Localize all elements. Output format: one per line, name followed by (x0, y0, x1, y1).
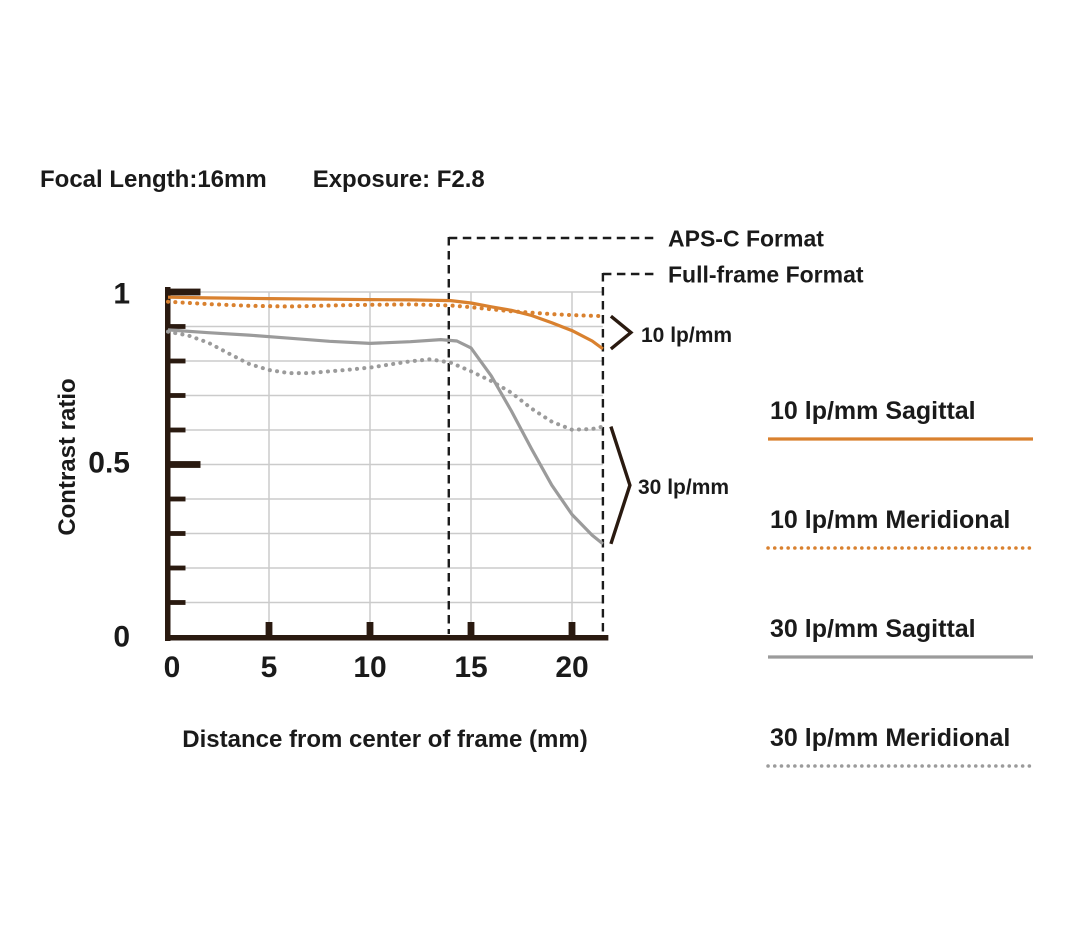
full-frame-format-label: Full-frame Format (668, 261, 864, 288)
exposure-label: Exposure: F2.8 (312, 166, 485, 193)
chart-header: Focal Length:16mm Exposure: F2.8 (40, 166, 485, 194)
x-tick-label-5: 5 (260, 651, 278, 684)
brace-label-10lpmm: 10 lp/mm (641, 324, 733, 347)
x-tick-label-0: 0 (163, 651, 181, 684)
x-axis-title: Distance from center of frame (mm) (182, 726, 588, 753)
legend-label-30-sagittal: 30 lp/mm Sagittal (770, 615, 976, 643)
x-tick-label-20: 20 (555, 651, 589, 684)
y-tick-label-1: 1 (113, 277, 130, 311)
legend-label-30-meridional: 30 lp/mm Meridional (770, 724, 1011, 752)
y-axis-title: Contrast ratio (54, 378, 81, 536)
brace-label-30lpmm: 30 lp/mm (638, 476, 730, 499)
x-tick-label-15: 15 (454, 651, 488, 684)
x-tick-label-10: 10 (353, 651, 387, 684)
y-tick-label-05: 0.5 (88, 446, 130, 480)
legend-label-10-meridional: 10 lp/mm Meridional (770, 506, 1011, 534)
y-tick-label-0: 0 (113, 620, 130, 654)
legend-label-10-sagittal: 10 lp/mm Sagittal (770, 397, 976, 425)
focal-length-label: Focal Length:16mm (40, 166, 267, 193)
apsc-format-label: APS-C Format (668, 225, 824, 252)
